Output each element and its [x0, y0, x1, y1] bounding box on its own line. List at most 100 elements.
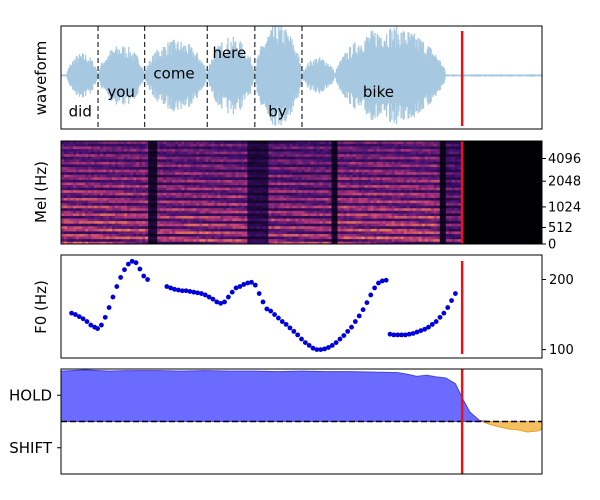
f0-point — [206, 294, 212, 300]
word-label: by — [268, 102, 287, 120]
f0-point — [345, 328, 351, 334]
f0-point — [237, 284, 243, 289]
word-label: come — [153, 64, 194, 82]
f0-point — [172, 286, 177, 292]
mel-ytick-label: 0 — [548, 238, 556, 253]
f0-point — [137, 266, 143, 272]
f0-point — [376, 280, 381, 286]
mel-ytick-label: 1024 — [548, 200, 581, 215]
f0-point — [364, 300, 370, 306]
f0-point — [102, 314, 108, 320]
vad-ytick-label: SHIFT — [9, 439, 53, 457]
f0-point — [403, 332, 408, 338]
f0-point — [391, 332, 397, 338]
f0-point — [233, 285, 239, 291]
f0-point — [252, 282, 258, 288]
f0-point — [249, 279, 254, 285]
f0-point — [426, 324, 431, 330]
f0-point — [99, 322, 104, 328]
f0-point — [395, 332, 401, 338]
f0-point — [225, 294, 231, 300]
f0-point — [202, 292, 208, 298]
f0-point — [352, 319, 358, 324]
f0-ytick-label: 100 — [549, 343, 574, 358]
f0-point — [372, 285, 378, 291]
f0-point — [368, 292, 374, 298]
f0-ytick-label: 200 — [549, 273, 574, 288]
f0-point — [326, 345, 331, 350]
f0-point — [222, 299, 227, 305]
f0-point — [191, 289, 197, 295]
word-label: here — [212, 44, 246, 62]
f0-point — [110, 294, 116, 300]
f0-point — [256, 291, 262, 296]
f0-point — [322, 346, 327, 352]
word-label: did — [69, 102, 92, 120]
f0-point — [314, 347, 320, 352]
f0-point — [279, 319, 285, 324]
f0-point — [95, 326, 100, 331]
f0-point — [122, 267, 127, 273]
f0-point — [433, 319, 439, 324]
f0-ylabel: F0 (Hz) — [32, 280, 50, 334]
f0-point — [333, 340, 339, 345]
f0-point — [73, 312, 78, 317]
f0-point — [214, 299, 220, 305]
f0-point — [118, 275, 124, 280]
f0-point — [410, 331, 416, 336]
f0-point — [69, 310, 74, 316]
shift-area — [482, 421, 542, 433]
f0-point — [164, 284, 170, 289]
f0-frame — [60, 254, 543, 359]
f0-point — [414, 329, 420, 335]
f0-point — [272, 312, 277, 317]
f0-point — [441, 310, 447, 316]
mel-ytick-label: 4096 — [548, 152, 581, 167]
f0-point — [229, 289, 235, 295]
f0-point — [329, 342, 335, 348]
f0-point — [318, 347, 324, 352]
f0-point — [76, 314, 82, 320]
mel-spectrogram-panel: 0 512 1024 2048 4096 Mel (Hz) — [32, 140, 581, 253]
waveform-ylabel: waveform — [32, 41, 50, 116]
f0-point — [453, 291, 458, 296]
f0-point — [422, 326, 428, 332]
f0-point — [445, 305, 451, 310]
word-label: you — [107, 83, 135, 101]
f0-point — [145, 277, 150, 282]
f0-point — [383, 277, 389, 283]
f0-point — [356, 313, 362, 319]
f0-point — [133, 260, 139, 266]
f0-point — [360, 307, 366, 313]
waveform-frame — [60, 25, 543, 130]
hold-area — [61, 369, 542, 422]
f0-point — [276, 315, 281, 321]
f0-point — [299, 336, 304, 342]
word-label: bike — [363, 83, 394, 101]
f0-point — [283, 321, 289, 327]
f0-point — [418, 328, 424, 334]
turn-shift-panel: HOLD SHIFT — [9, 368, 543, 475]
mel-frame — [60, 140, 543, 245]
f0-point — [437, 314, 443, 320]
f0-point — [210, 296, 216, 302]
f0-point — [245, 280, 251, 286]
f0-point — [387, 331, 393, 337]
f0-point — [399, 332, 404, 338]
f0-point — [183, 288, 189, 294]
f0-point — [260, 299, 266, 305]
f0-point — [268, 308, 274, 314]
f0-point — [129, 258, 135, 264]
f0-point — [337, 336, 343, 342]
f0-point — [80, 316, 86, 322]
f0-point — [195, 290, 201, 296]
vad-ytick-label: HOLD — [9, 386, 52, 404]
f0-point — [264, 306, 270, 312]
f0-point — [114, 284, 120, 289]
f0-point — [341, 333, 347, 338]
f0-point — [179, 288, 185, 294]
mel-ytick-label: 512 — [548, 221, 573, 236]
f0-point — [199, 291, 204, 296]
f0-point — [84, 319, 90, 324]
